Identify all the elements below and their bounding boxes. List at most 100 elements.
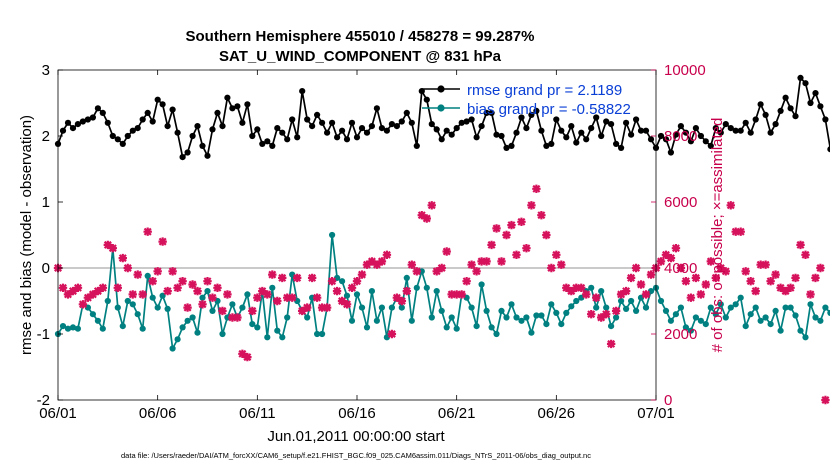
obs-marker-21 xyxy=(158,237,167,246)
obs-marker-88 xyxy=(492,224,501,233)
y-axis-right-label: # of obs: o=possible; ×=assimilated xyxy=(709,118,726,353)
series-1-point-136 xyxy=(732,301,739,308)
series-1-point-61 xyxy=(358,304,366,311)
obs-marker-10 xyxy=(103,240,113,250)
series-0-point-98 xyxy=(543,142,550,149)
series-0-point-126 xyxy=(682,129,690,136)
obs-marker-131 xyxy=(706,257,716,266)
series-0-point-1 xyxy=(59,127,67,134)
obs-marker-64 xyxy=(372,260,382,269)
series-1-point-155 xyxy=(827,309,830,316)
series-1-point-119 xyxy=(647,288,655,295)
x-tick-label-6: 07/01 xyxy=(637,405,675,422)
series-0-point-39 xyxy=(249,132,256,140)
series-0-point-123 xyxy=(667,149,675,156)
series-0-point-116 xyxy=(633,116,640,123)
legend-bias-label: bias grand pr = -0.58822 xyxy=(467,101,631,118)
obs-marker-1 xyxy=(58,283,68,292)
series-1-point-38 xyxy=(244,291,251,298)
series-0-point-5 xyxy=(79,118,86,125)
y-right-tick-label-5: 10000 xyxy=(664,62,706,79)
obs-marker-102 xyxy=(562,283,571,292)
series-1-point-140 xyxy=(752,304,759,311)
obs-marker-28 xyxy=(193,286,202,296)
series-1-point-89 xyxy=(498,307,505,314)
series-1-point-3 xyxy=(69,324,77,331)
obs-marker-25 xyxy=(178,277,187,286)
series-0-point-107 xyxy=(588,125,595,132)
series-1-point-117 xyxy=(637,294,645,301)
series-0-point-76 xyxy=(433,126,440,133)
series-0-point-91 xyxy=(508,142,515,149)
obs-marker-24 xyxy=(173,283,182,292)
series-1-point-135 xyxy=(727,304,734,311)
obs-marker-141 xyxy=(756,260,765,269)
series-0-point-45 xyxy=(279,129,286,136)
obs-marker-27 xyxy=(188,280,197,289)
series-0-point-96 xyxy=(533,107,540,114)
obs-marker-62 xyxy=(362,260,372,269)
series-0-point-134 xyxy=(722,121,729,128)
series-0-point-60 xyxy=(353,134,361,141)
series-1-point-153 xyxy=(817,317,824,324)
obs-marker-152 xyxy=(811,273,820,283)
obs-marker-132 xyxy=(711,273,720,283)
obs-marker-69 xyxy=(397,296,407,306)
series-0-point-9 xyxy=(99,109,106,116)
obs-marker-60 xyxy=(352,277,362,286)
series-1-point-48 xyxy=(294,297,301,305)
obs-marker-87 xyxy=(487,240,496,250)
series-0-point-50 xyxy=(304,116,311,123)
series-0-point-41 xyxy=(259,140,266,147)
obs-marker-19 xyxy=(148,277,157,286)
series-0-point-40 xyxy=(254,126,261,133)
obs-marker-31 xyxy=(208,293,217,302)
series-1-point-4 xyxy=(74,325,81,332)
series-1-point-112 xyxy=(613,314,620,321)
series-0-point-11 xyxy=(109,132,116,140)
series-1-point-137 xyxy=(737,294,744,301)
series-1-point-35 xyxy=(229,301,236,308)
series-0-point-7 xyxy=(89,114,96,121)
obs-marker-98 xyxy=(542,230,551,240)
series-0-point-137 xyxy=(737,127,744,134)
series-0-point-111 xyxy=(608,121,615,128)
obs-marker-76 xyxy=(432,267,441,276)
obs-marker-44 xyxy=(273,296,282,306)
obs-marker-119 xyxy=(646,270,656,279)
series-0-point-110 xyxy=(603,118,610,125)
series-1-point-75 xyxy=(428,314,435,321)
series-0-point-132 xyxy=(712,125,719,132)
series-0-point-14 xyxy=(124,132,131,140)
series-0-point-129 xyxy=(697,132,705,140)
series-1-point-144 xyxy=(772,307,779,314)
obs-marker-101 xyxy=(557,260,566,269)
series-1-point-64 xyxy=(373,317,380,324)
title-line-2: SAT_U_WIND_COMPONENT @ 831 hPa xyxy=(219,48,502,65)
series-1-point-90 xyxy=(503,314,510,321)
series-1-point-65 xyxy=(378,304,385,311)
obs-marker-54 xyxy=(322,303,332,312)
series-0-point-131 xyxy=(707,142,714,149)
obs-marker-140 xyxy=(751,286,760,296)
series-1-point-149 xyxy=(797,327,804,334)
obs-marker-61 xyxy=(357,270,367,279)
series-1-point-56 xyxy=(334,274,341,281)
series-0-point-30 xyxy=(204,152,211,159)
series-0-point-70 xyxy=(403,109,410,116)
series-0-point-2 xyxy=(64,119,72,126)
series-1-point-58 xyxy=(343,292,351,299)
series-0-point-32 xyxy=(214,109,221,116)
series-1-point-95 xyxy=(528,329,535,336)
series-0-point-71 xyxy=(408,119,415,126)
obs-marker-75 xyxy=(427,201,436,210)
series-1-point-124 xyxy=(672,311,680,318)
series-0-point-104 xyxy=(573,139,580,146)
series-0-point-26 xyxy=(184,149,191,156)
series-1-point-121 xyxy=(657,297,665,305)
series-1-point-103 xyxy=(568,303,575,310)
obs-marker-73 xyxy=(417,211,426,220)
obs-marker-72 xyxy=(412,267,421,276)
obs-marker-113 xyxy=(616,290,626,299)
obs-marker-14 xyxy=(123,263,132,273)
